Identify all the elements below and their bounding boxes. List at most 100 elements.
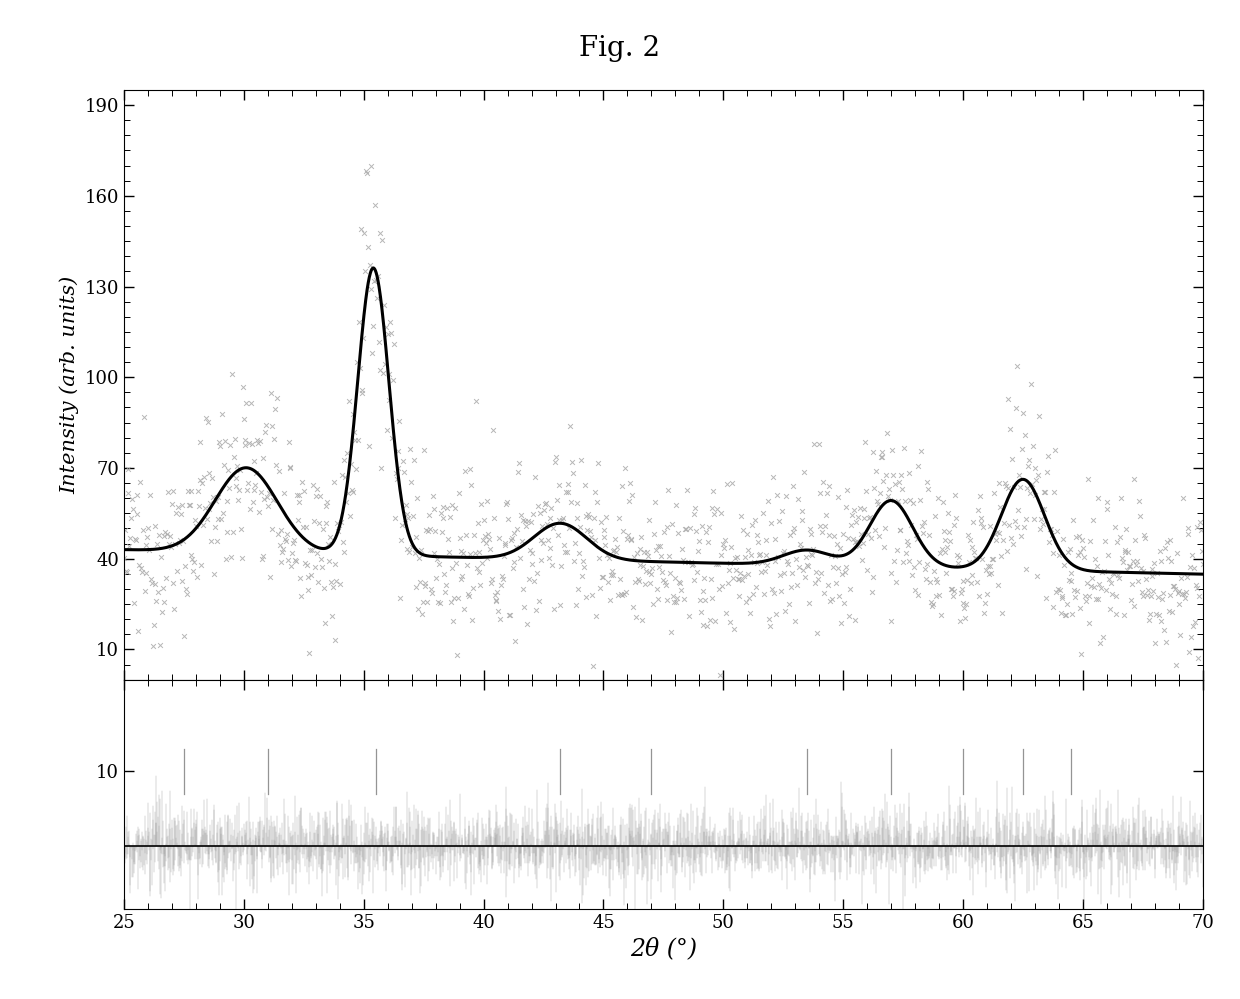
Point: [301, 567, 321, 583]
Point: [184, 562, 203, 578]
Point: [175, 628, 195, 644]
Point: [811, 518, 831, 534]
Point: [811, 564, 831, 580]
Point: [236, 433, 255, 449]
Point: [1058, 544, 1078, 560]
Point: [436, 576, 456, 592]
Point: [392, 517, 412, 533]
Point: [304, 512, 324, 528]
Point: [764, 584, 784, 600]
Point: [397, 505, 417, 521]
Point: [1099, 546, 1118, 562]
Point: [383, 373, 403, 389]
Point: [888, 494, 908, 509]
Point: [1158, 550, 1178, 566]
Point: [527, 565, 547, 581]
Point: [215, 433, 234, 449]
Point: [842, 507, 862, 523]
Point: [270, 554, 290, 570]
Point: [1166, 657, 1185, 673]
Point: [167, 563, 187, 579]
Point: [306, 544, 326, 560]
Point: [729, 571, 749, 587]
Point: [632, 612, 652, 628]
Point: [1136, 529, 1156, 545]
Point: [743, 586, 763, 602]
Point: [1171, 627, 1190, 643]
Point: [281, 558, 301, 574]
Point: [866, 521, 885, 537]
Y-axis label: Intensity (arb. units): Intensity (arb. units): [60, 276, 79, 494]
Point: [975, 605, 994, 621]
Point: [1056, 596, 1076, 612]
Point: [123, 500, 143, 516]
Point: [520, 571, 539, 587]
Point: [1174, 586, 1194, 602]
Point: [735, 549, 755, 565]
Point: [257, 418, 277, 434]
Point: [355, 263, 374, 279]
Point: [368, 334, 388, 350]
Point: [162, 483, 182, 499]
Point: [637, 548, 657, 564]
Point: [146, 592, 166, 608]
Point: [371, 362, 391, 378]
Point: [795, 568, 815, 584]
Point: [650, 558, 670, 574]
Point: [1137, 587, 1157, 603]
Point: [715, 605, 735, 621]
Point: [1116, 542, 1136, 558]
Point: [744, 554, 764, 570]
Point: [549, 511, 569, 527]
Point: [714, 539, 734, 555]
Point: [422, 584, 441, 600]
Point: [1033, 515, 1053, 531]
Point: [449, 486, 469, 501]
Point: [501, 532, 521, 548]
Point: [329, 522, 348, 538]
Point: [195, 500, 215, 515]
Point: [672, 540, 692, 556]
Point: [832, 566, 852, 582]
Point: [567, 495, 587, 510]
Point: [265, 401, 285, 417]
Point: [983, 550, 1003, 566]
Point: [270, 537, 290, 553]
Point: [443, 498, 463, 513]
Point: [197, 510, 217, 526]
Point: [973, 518, 993, 534]
Point: [454, 545, 474, 561]
Point: [598, 547, 618, 563]
Point: [683, 506, 703, 522]
Point: [875, 520, 895, 536]
Point: [1159, 532, 1179, 548]
Point: [512, 532, 532, 548]
Point: [330, 576, 350, 592]
Point: [1141, 588, 1161, 604]
Point: [575, 507, 595, 523]
Point: [1060, 541, 1080, 557]
Point: [1114, 607, 1133, 623]
Point: [1127, 553, 1147, 569]
Point: [481, 575, 501, 591]
Point: [795, 464, 815, 480]
Point: [335, 544, 355, 560]
Point: [464, 527, 484, 543]
Point: [556, 544, 575, 560]
Point: [484, 510, 503, 526]
Point: [418, 594, 438, 610]
Point: [424, 544, 444, 560]
Point: [149, 527, 169, 543]
Point: [1035, 484, 1055, 500]
Point: [542, 500, 562, 515]
Point: [1142, 560, 1162, 576]
Point: [981, 565, 1001, 581]
Point: [1089, 491, 1109, 506]
Point: [1083, 570, 1102, 586]
Point: [1059, 571, 1079, 587]
Point: [877, 467, 897, 483]
Point: [1069, 527, 1089, 543]
Point: [734, 568, 754, 584]
Point: [1017, 561, 1037, 577]
Point: [709, 581, 729, 597]
